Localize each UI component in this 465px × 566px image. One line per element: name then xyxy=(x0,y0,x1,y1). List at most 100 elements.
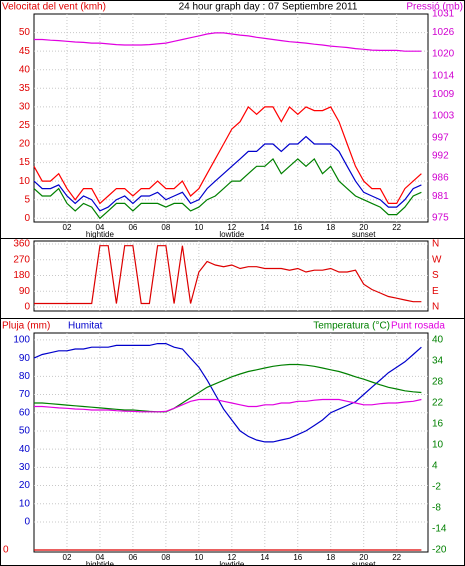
pressure-axis-label: Pressió (mb) xyxy=(406,2,463,13)
y-tick-label: 180 xyxy=(13,270,30,281)
y2-tick-label: 1031 xyxy=(432,9,455,20)
series-name: Temperatura (°C) xyxy=(313,321,390,332)
x-tick-label: 06 xyxy=(128,223,137,232)
x-tick-label: 12 xyxy=(227,223,236,232)
series-line xyxy=(34,398,422,413)
x-tick-label: 20 xyxy=(359,553,368,562)
x-tick-label: 02 xyxy=(63,223,72,232)
y2-tick-label: 16 xyxy=(432,419,444,430)
y2-tick-label: -8 xyxy=(432,503,441,514)
chart-title: 24 hour graph day : 07 Septiembre 2011 xyxy=(179,2,358,13)
y-tick-label: 10 xyxy=(19,176,31,187)
y2-tick-label: 34 xyxy=(432,356,444,367)
y2-tick-label: S xyxy=(432,270,439,281)
x-tick-label: 22 xyxy=(392,553,401,562)
y2-tick-label: 28 xyxy=(432,377,444,388)
y-tick-label: 0 xyxy=(24,213,30,224)
wind-axis-label: Velocitat del vent (kmh) xyxy=(2,2,106,13)
y2-tick-label: N xyxy=(432,239,439,250)
y-tick-label: 45 xyxy=(19,46,31,57)
y-tick-label: 100 xyxy=(13,335,30,346)
y2-tick-label: 992 xyxy=(432,151,449,162)
y2-tick-label: 1020 xyxy=(432,49,455,60)
y-tick-label: 360 xyxy=(13,239,30,250)
annotation: hightide xyxy=(86,560,115,566)
y2-tick-label: E xyxy=(432,286,439,297)
y-tick-label: 20 xyxy=(19,480,31,491)
y2-tick-label: 986 xyxy=(432,173,449,184)
y-tick-label: 0 xyxy=(24,517,30,528)
y2-tick-label: 975 xyxy=(432,213,449,224)
x-tick-label: 12 xyxy=(227,553,236,562)
y2-tick-label: 1014 xyxy=(432,71,455,82)
y-tick-label: 70 xyxy=(19,389,31,400)
y2-tick-label: 1026 xyxy=(432,27,455,38)
y2-tick-label: W xyxy=(432,254,442,265)
series-name: Humitat xyxy=(68,321,103,332)
y-tick-label: 0 xyxy=(24,302,30,313)
y2-tick-label: -20 xyxy=(432,545,447,556)
y-tick-label: 50 xyxy=(19,426,31,437)
annotation: hightide xyxy=(86,230,115,239)
y2-tick-label: 40 xyxy=(432,335,444,346)
y2-tick-label: 1009 xyxy=(432,89,455,100)
x-tick-label: 04 xyxy=(95,223,104,232)
y2-tick-label: -14 xyxy=(432,524,447,535)
series-line xyxy=(34,32,422,52)
x-tick-label: 18 xyxy=(326,223,335,232)
series-line xyxy=(33,157,422,220)
y-tick-label: 50 xyxy=(19,27,31,38)
x-tick-label: 14 xyxy=(260,223,269,232)
annotation: sunset xyxy=(352,560,376,566)
series-name: Pluja (mm) xyxy=(2,321,50,332)
x-tick-label: 20 xyxy=(359,223,368,232)
x-tick-label: 10 xyxy=(194,223,203,232)
series-line xyxy=(34,245,422,305)
plot-area xyxy=(33,332,429,553)
x-tick-label: 08 xyxy=(161,223,170,232)
y-tick-label: 90 xyxy=(19,353,31,364)
y-tick-label: 10 xyxy=(19,498,31,509)
y-tick-label: 60 xyxy=(19,407,31,418)
y-tick-label: 40 xyxy=(19,444,31,455)
annotation: lowtide xyxy=(219,560,244,566)
series-line xyxy=(33,105,422,205)
x-tick-label: 04 xyxy=(95,553,104,562)
x-tick-label: 06 xyxy=(128,553,137,562)
y-tick-label: 15 xyxy=(19,157,31,168)
y2-tick-label: 981 xyxy=(432,191,449,202)
y2-tick-label: 10 xyxy=(432,440,444,451)
series-name: Punt rosada xyxy=(391,321,445,332)
y-tick-label: 90 xyxy=(19,286,31,297)
x-tick-label: 16 xyxy=(293,553,302,562)
annotation: lowtide xyxy=(219,230,244,239)
plot-area xyxy=(33,240,429,312)
x-tick-label: 22 xyxy=(392,223,401,232)
y3-tick-label: 0 xyxy=(3,545,9,556)
y-tick-label: 30 xyxy=(19,101,31,112)
y-tick-label: 20 xyxy=(19,139,31,150)
series-line xyxy=(33,343,422,443)
annotation: sunset xyxy=(352,230,376,239)
y-tick-label: 5 xyxy=(24,194,30,205)
x-tick-label: 08 xyxy=(161,553,170,562)
y2-tick-label: 1003 xyxy=(432,111,455,122)
y2-tick-label: 997 xyxy=(432,132,449,143)
y-tick-label: 80 xyxy=(19,371,31,382)
x-tick-label: 14 xyxy=(260,553,269,562)
y2-tick-label: -2 xyxy=(432,482,441,493)
x-tick-label: 16 xyxy=(293,223,302,232)
y2-tick-label: 4 xyxy=(432,461,438,472)
series-line xyxy=(34,363,422,413)
y-tick-label: 270 xyxy=(13,254,30,265)
y-tick-label: 25 xyxy=(19,120,31,131)
x-tick-label: 10 xyxy=(194,553,203,562)
y-tick-label: 35 xyxy=(19,83,31,94)
y-tick-label: 40 xyxy=(19,64,31,75)
x-tick-label: 02 xyxy=(63,553,72,562)
y2-tick-label: 22 xyxy=(432,398,444,409)
x-tick-label: 18 xyxy=(326,553,335,562)
y-tick-label: 30 xyxy=(19,462,31,473)
series-line xyxy=(33,135,422,212)
